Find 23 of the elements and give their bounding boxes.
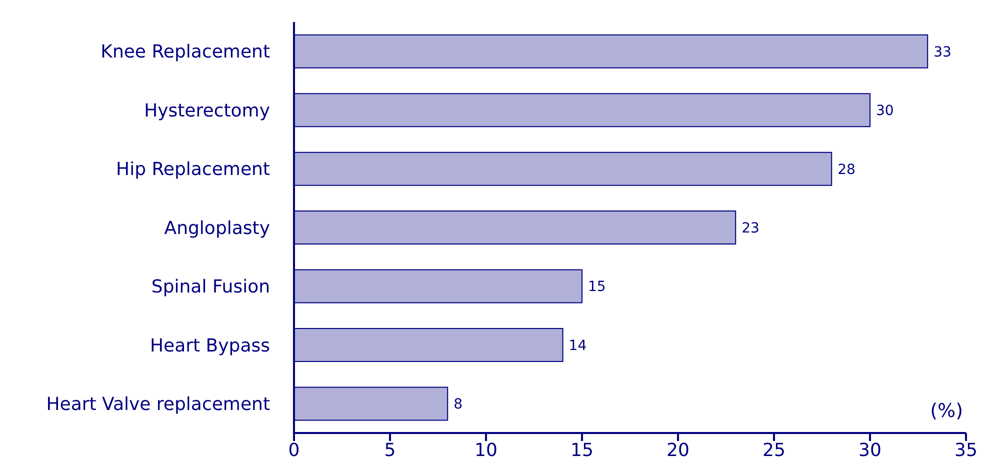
- y-tick-label: Hysterectomy: [144, 100, 270, 122]
- data-label: 8: [454, 396, 463, 413]
- y-tick-label: Heart Valve replacement: [46, 394, 270, 416]
- data-label: 33: [934, 44, 952, 60]
- x-tick-label: 20: [666, 440, 690, 461]
- x-tick-label: 25: [762, 440, 786, 461]
- x-tick-label: 10: [474, 440, 498, 461]
- x-tick-label: 35: [954, 440, 978, 461]
- y-tick-label: Heart Bypass: [150, 335, 270, 356]
- x-tick-label: 5: [384, 440, 396, 461]
- x-tick-label: 0: [288, 440, 300, 461]
- y-tick-label: Hip Replacement: [116, 159, 270, 180]
- y-tick-label: Angloplasty: [164, 218, 270, 239]
- data-label: 23: [742, 220, 760, 237]
- y-tick-label: Spinal Fusion: [151, 276, 270, 298]
- data-label: 15: [588, 279, 606, 296]
- data-label: 30: [876, 103, 894, 120]
- x-tick-label: 15: [570, 440, 594, 461]
- y-tick-label: Knee Replacement: [100, 42, 270, 63]
- data-label: 14: [568, 338, 587, 354]
- x-axis-title: (%): [930, 400, 963, 422]
- x-tick-label: 30: [858, 440, 882, 461]
- data-label: 28: [838, 162, 856, 178]
